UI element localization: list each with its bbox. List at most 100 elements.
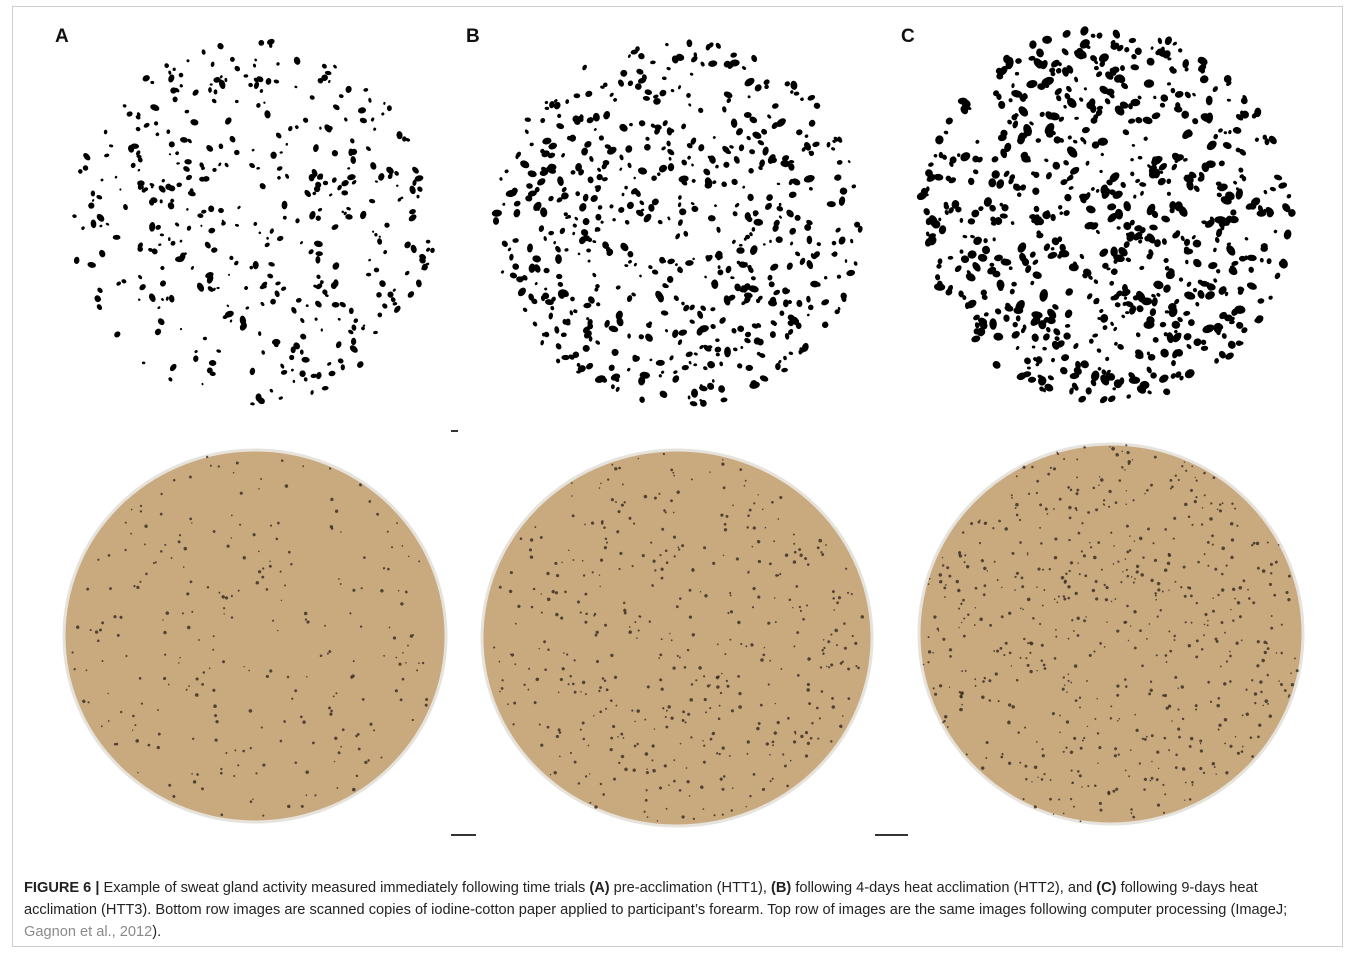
sweat-drop-dot: [927, 650, 932, 654]
sweat-drop-dot: [140, 702, 143, 705]
sweat-drop-dot: [1017, 731, 1020, 734]
sweat-drop-dot: [1099, 248, 1109, 257]
sweat-drop-dot: [591, 571, 594, 574]
sweat-drop-dot: [603, 111, 611, 120]
sweat-drop-dot: [567, 683, 570, 686]
sweat-drop-dot: [1076, 616, 1080, 620]
sweat-drop-dot: [514, 212, 518, 216]
sweat-drop-dot: [85, 669, 88, 672]
sweat-drop-dot: [300, 333, 307, 340]
sweat-drop-dot: [806, 741, 811, 746]
sweat-drop-dot: [1280, 623, 1283, 626]
sweat-drop-dot: [1109, 172, 1120, 183]
sweat-drop-dot: [326, 652, 329, 655]
sweat-drop-dot: [1282, 203, 1291, 213]
sweat-drop-dot: [144, 524, 148, 528]
sweat-drop-dot: [1107, 792, 1111, 796]
sweat-drop-dot: [746, 526, 749, 529]
sweat-drop-dot: [574, 216, 579, 221]
sweat-drop-dot: [255, 772, 258, 775]
sweat-drop-dot: [419, 257, 426, 264]
sweat-drop-dot: [763, 79, 770, 86]
sweat-drop-dot: [1043, 667, 1047, 670]
sweat-drop-dot: [300, 241, 303, 245]
sweat-drop-dot: [1023, 637, 1026, 641]
sweat-drop-dot: [123, 204, 128, 211]
sweat-drop-dot: [1015, 571, 1020, 575]
sweat-drop-dot: [1171, 720, 1173, 722]
sweat-drop-dot: [620, 503, 624, 507]
sweat-drop-dot: [1102, 499, 1106, 502]
sweat-drop-dot: [1113, 259, 1118, 264]
sweat-drop-dot: [1062, 595, 1066, 598]
sweat-drop-dot: [527, 688, 530, 691]
sweat-drop-dot: [343, 211, 347, 216]
sweat-drop-dot: [689, 698, 693, 702]
sweat-drop-dot: [1203, 623, 1206, 626]
sweat-drop-dot: [749, 116, 758, 124]
sweat-drop-dot: [253, 221, 258, 226]
sweat-drop-dot: [613, 777, 616, 781]
sweat-drop-dot: [841, 715, 844, 717]
sweat-drop-dot: [543, 267, 550, 274]
sweat-drop-dot: [196, 282, 205, 292]
sweat-drop-dot: [570, 170, 576, 175]
sweat-drop-dot: [1110, 321, 1114, 327]
sweat-drop-dot: [787, 716, 790, 720]
sweat-drop-dot: [124, 548, 127, 552]
sweat-drop-dot: [361, 326, 365, 331]
sweat-drop-dot: [212, 167, 217, 172]
sweat-drop-dot: [1042, 663, 1046, 667]
sweat-drop-dot: [1026, 552, 1029, 554]
sweat-drop-dot: [600, 220, 604, 224]
sweat-drop-dot: [544, 287, 548, 291]
sweat-drop-dot: [388, 626, 391, 629]
sweat-drop-dot: [744, 338, 751, 344]
sweat-drop-dot: [372, 230, 375, 233]
sweat-drop-dot: [1032, 617, 1035, 620]
sweat-drop-dot: [1067, 97, 1077, 108]
sweat-drop-dot: [1023, 124, 1032, 137]
sweat-drop-dot: [157, 306, 161, 310]
sweat-drop-dot: [224, 162, 229, 168]
sweat-drop-dot: [604, 623, 608, 627]
sweat-drop-dot: [1229, 522, 1234, 526]
sweat-drop-dot: [666, 275, 674, 283]
sweat-drop-dot: [540, 148, 545, 154]
sweat-drop-dot: [698, 144, 705, 152]
sweat-drop-dot: [1223, 131, 1228, 135]
sweat-drop-dot: [304, 618, 308, 621]
sweat-drop-dot: [933, 283, 946, 291]
sweat-drop-dot: [1131, 143, 1136, 147]
sweat-drop-dot: [1079, 746, 1083, 750]
sweat-drop-dot: [1067, 486, 1070, 489]
sweat-drop-dot: [1146, 351, 1150, 356]
sweat-drop-dot: [1246, 282, 1257, 290]
sweat-drop-dot: [778, 202, 782, 207]
sweat-drop-dot: [776, 118, 786, 127]
sweat-drop-dot: [634, 720, 636, 723]
sweat-drop-dot: [274, 290, 280, 298]
sweat-drop-dot: [604, 144, 612, 149]
sweat-drop-dot: [1068, 263, 1079, 272]
caption-reference-link[interactable]: Gagnon et al., 2012: [24, 924, 153, 940]
sweat-drop-dot: [260, 301, 265, 307]
sweat-drop-dot: [604, 319, 610, 328]
sweat-drop-dot: [989, 262, 995, 267]
sweat-drop-dot: [1209, 517, 1213, 521]
sweat-drop-dot: [1143, 136, 1148, 141]
sweat-drop-dot: [197, 639, 200, 641]
sweat-drop-dot: [186, 625, 191, 630]
sweat-drop-dot: [1164, 654, 1168, 657]
iodine-paper-disc: [480, 448, 874, 828]
sweat-drop-dot: [225, 752, 228, 755]
sweat-drop-dot: [1167, 704, 1172, 708]
sweat-drop-dot: [172, 478, 176, 482]
sweat-drop-dot: [229, 319, 233, 323]
sweat-drop-dot: [1064, 324, 1071, 328]
sweat-drop-dot: [104, 153, 110, 158]
sweat-drop-dot: [310, 373, 318, 379]
sweat-drop-dot: [986, 570, 989, 572]
sweat-drop-dot: [226, 544, 230, 548]
sweat-drop-dot: [176, 162, 180, 165]
